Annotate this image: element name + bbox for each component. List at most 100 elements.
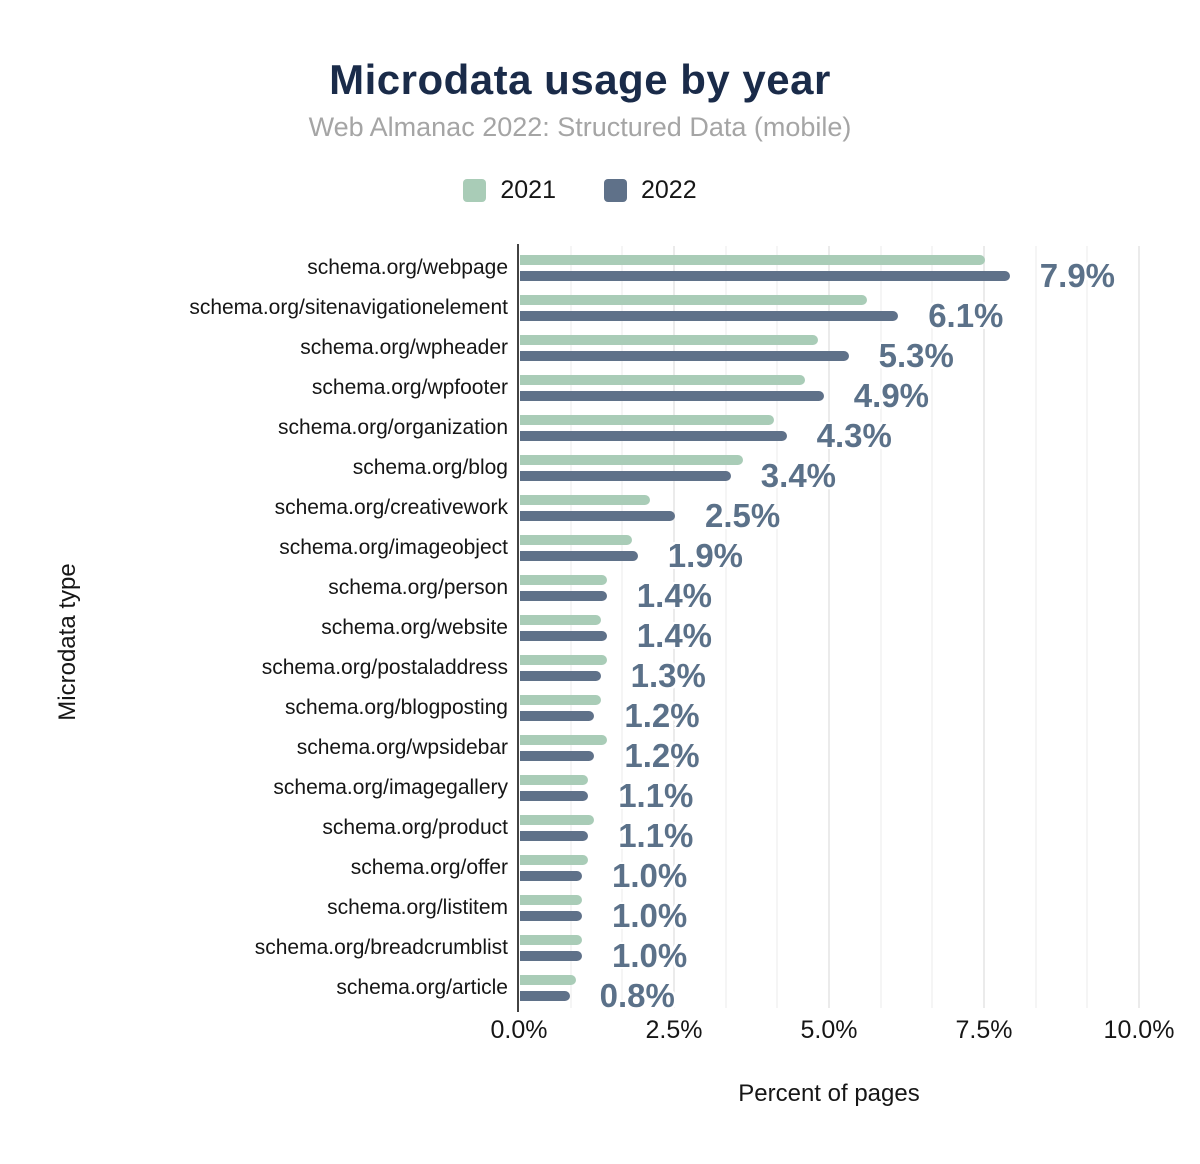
category-label: schema.org/creativework bbox=[274, 496, 508, 519]
legend-item-2022: 2022 bbox=[604, 176, 697, 205]
bar-2022 bbox=[520, 271, 1010, 281]
bar-2022 bbox=[520, 351, 849, 361]
value-label: 1.4% bbox=[636, 577, 713, 614]
bar-2021 bbox=[520, 655, 607, 665]
x-axis-title: Percent of pages bbox=[738, 1080, 920, 1107]
bar-2021 bbox=[520, 335, 818, 345]
value-label: 4.3% bbox=[816, 417, 892, 454]
bar-2022 bbox=[520, 791, 589, 801]
y-axis-line bbox=[517, 244, 519, 1012]
bar-2022 bbox=[520, 391, 824, 401]
bar-2021 bbox=[520, 775, 589, 785]
category-label: schema.org/person bbox=[328, 576, 508, 599]
value-label: 1.1% bbox=[618, 777, 694, 814]
legend: 2021 2022 bbox=[0, 176, 1160, 205]
category-label: schema.org/organization bbox=[278, 416, 508, 439]
bar-2021 bbox=[520, 415, 775, 425]
legend-item-2021: 2021 bbox=[463, 176, 556, 205]
bar-2022 bbox=[520, 591, 607, 601]
value-label: 4.9% bbox=[853, 377, 930, 414]
minor-gridline bbox=[569, 246, 572, 1008]
minor-gridline bbox=[931, 246, 934, 1008]
bar-2021 bbox=[520, 455, 744, 465]
major-gridline bbox=[983, 246, 985, 1008]
minor-gridline bbox=[621, 246, 624, 1008]
major-gridline bbox=[1138, 246, 1140, 1008]
category-label: schema.org/blogposting bbox=[285, 696, 508, 719]
bar-2022 bbox=[520, 991, 570, 1001]
minor-gridline bbox=[879, 246, 882, 1008]
value-label: 3.4% bbox=[760, 457, 837, 494]
value-label: 1.0% bbox=[612, 937, 688, 974]
x-tick-label: 7.5% bbox=[955, 1016, 1013, 1044]
bar-2021 bbox=[520, 495, 651, 505]
bar-2022 bbox=[520, 951, 582, 961]
category-label: schema.org/wpfooter bbox=[311, 376, 508, 399]
bar-2021 bbox=[520, 735, 607, 745]
bar-2022 bbox=[520, 711, 595, 721]
bar-2021 bbox=[520, 895, 582, 905]
value-label: 1.0% bbox=[612, 897, 688, 934]
legend-swatch-2021 bbox=[463, 179, 487, 202]
minor-gridline bbox=[1086, 246, 1089, 1008]
category-label: schema.org/imageobject bbox=[279, 536, 508, 559]
major-gridline bbox=[828, 246, 830, 1008]
bar-2021 bbox=[520, 375, 806, 385]
category-label: schema.org/product bbox=[322, 816, 508, 839]
x-tick-label: 10.0% bbox=[1103, 1016, 1175, 1044]
category-label: schema.org/article bbox=[336, 976, 508, 999]
bar-2022 bbox=[520, 471, 731, 481]
value-label: 2.5% bbox=[705, 497, 781, 534]
bar-2021 bbox=[520, 535, 632, 545]
value-label: 1.9% bbox=[667, 537, 744, 574]
bar-2022 bbox=[520, 431, 787, 441]
bar-2022 bbox=[520, 511, 675, 521]
category-label: schema.org/webpage bbox=[307, 256, 508, 279]
bar-2021 bbox=[520, 255, 985, 265]
bar-2021 bbox=[520, 615, 601, 625]
x-tick-label: 2.5% bbox=[645, 1016, 703, 1044]
value-label: 1.2% bbox=[624, 697, 700, 734]
minor-gridline bbox=[724, 246, 727, 1008]
value-label: 1.2% bbox=[624, 737, 700, 774]
bar-2022 bbox=[520, 311, 899, 321]
minor-gridline bbox=[1034, 246, 1037, 1008]
category-label: schema.org/listitem bbox=[327, 896, 508, 919]
x-tick-label: 0.0% bbox=[490, 1016, 548, 1044]
bar-2022 bbox=[520, 631, 607, 641]
value-label: 1.0% bbox=[612, 857, 688, 894]
bar-2022 bbox=[520, 911, 582, 921]
minor-gridline bbox=[776, 246, 779, 1008]
bar-2021 bbox=[520, 855, 589, 865]
category-label: schema.org/wpheader bbox=[300, 336, 508, 359]
value-label: 1.3% bbox=[630, 657, 706, 694]
category-label: schema.org/sitenavigationelement bbox=[189, 296, 508, 319]
category-label: schema.org/offer bbox=[350, 856, 508, 879]
category-label: schema.org/blog bbox=[352, 456, 508, 479]
bar-2022 bbox=[520, 551, 638, 561]
y-axis-title: Microdata type bbox=[54, 563, 81, 721]
chart-subtitle: Web Almanac 2022: Structured Data (mobil… bbox=[308, 112, 852, 142]
legend-swatch-2022 bbox=[604, 179, 627, 202]
category-label: schema.org/imagegallery bbox=[273, 776, 508, 799]
value-label: 1.4% bbox=[636, 617, 713, 654]
major-gridline bbox=[673, 246, 675, 1008]
bar-2022 bbox=[520, 671, 601, 681]
bar-2021 bbox=[520, 935, 582, 945]
bar-2021 bbox=[520, 815, 595, 825]
x-tick-label: 5.0% bbox=[800, 1016, 858, 1044]
bar-2021 bbox=[520, 695, 601, 705]
bar-2022 bbox=[520, 751, 595, 761]
category-label: schema.org/website bbox=[321, 616, 508, 639]
category-label: schema.org/postaladdress bbox=[261, 656, 508, 679]
legend-label-2021: 2021 bbox=[500, 176, 556, 204]
category-label: schema.org/wpsidebar bbox=[296, 736, 508, 759]
legend-label-2022: 2022 bbox=[641, 176, 697, 204]
chart-title: Microdata usage by year bbox=[329, 56, 831, 103]
bar-2021 bbox=[520, 975, 576, 985]
value-label: 5.3% bbox=[878, 337, 954, 374]
value-label: 1.1% bbox=[618, 817, 694, 854]
bar-2021 bbox=[520, 295, 868, 305]
bar-2022 bbox=[520, 831, 589, 841]
